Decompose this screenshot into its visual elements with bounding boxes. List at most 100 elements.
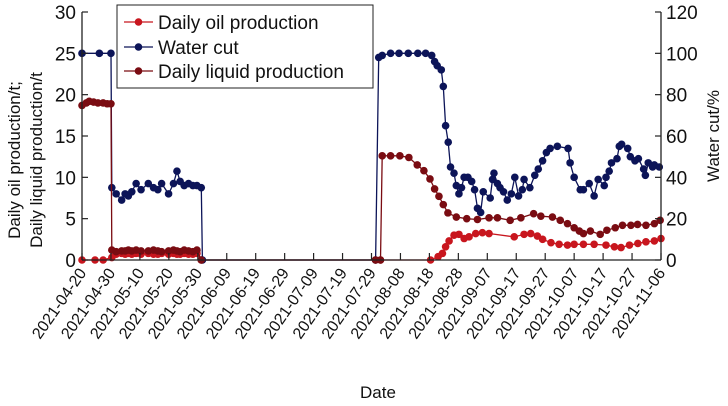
data-point (603, 226, 611, 235)
data-point (455, 230, 463, 239)
data-point (137, 185, 145, 194)
data-point (439, 200, 448, 209)
data-point (395, 49, 403, 58)
legend-swatch-marker (134, 67, 143, 75)
right-y-tick-label: 120 (666, 3, 698, 24)
data-point (444, 209, 452, 217)
data-point (570, 173, 578, 182)
data-point (641, 171, 650, 180)
left-y-axis-title-line1: Daily oil production/t; (5, 81, 24, 239)
data-point (490, 169, 498, 177)
data-point (455, 190, 463, 198)
legend-label: Daily liquid production (158, 62, 344, 83)
data-point (132, 179, 140, 188)
data-point (112, 190, 120, 198)
data-point (517, 214, 525, 222)
data-point (386, 152, 395, 160)
legend-item: Daily liquid production (124, 62, 344, 83)
data-point (164, 190, 173, 198)
data-point (378, 51, 387, 60)
legend-item: Water cut (124, 38, 239, 59)
data-point (586, 227, 595, 235)
data-point (427, 51, 436, 60)
data-point (546, 144, 554, 153)
data-point (413, 161, 422, 169)
data-point (471, 229, 480, 238)
data-point (514, 192, 523, 200)
data-point (556, 216, 565, 225)
data-point (437, 66, 446, 74)
data-point (396, 152, 404, 160)
data-point (579, 185, 588, 194)
data-point (617, 140, 626, 149)
data-point (579, 240, 588, 249)
data-point (537, 212, 545, 220)
data-point (439, 82, 448, 91)
data-point (493, 214, 502, 222)
data-point (485, 229, 493, 238)
data-point (450, 169, 458, 177)
data-point (618, 221, 627, 230)
data-point (404, 49, 413, 58)
data-point (602, 173, 610, 182)
data-point (590, 240, 598, 249)
left-y-tick-label: 20 (55, 86, 76, 107)
legend-box (116, 4, 374, 89)
data-point (386, 49, 395, 58)
data-point (430, 185, 439, 193)
data-point (486, 194, 494, 202)
data-point (633, 220, 642, 229)
data-point (607, 159, 616, 167)
data-point (617, 243, 625, 252)
data-point (444, 138, 453, 146)
data-point (564, 144, 572, 153)
data-point (655, 163, 664, 171)
data-point (154, 185, 162, 194)
data-point (520, 230, 528, 239)
right-y-tick-label: 40 (666, 168, 687, 189)
left-y-tick-label: 15 (55, 127, 76, 148)
left-y-tick-label: 25 (55, 44, 76, 65)
data-point (478, 228, 487, 237)
right-y-tick-label: 20 (666, 210, 687, 231)
data-point (157, 247, 166, 256)
right-y-tick-label: 0 (666, 251, 677, 272)
data-point (585, 179, 594, 188)
right-y-tick-label: 100 (666, 44, 698, 65)
left-y-tick-label: 5 (65, 210, 76, 231)
data-point (642, 221, 650, 230)
data-point (197, 183, 206, 192)
data-point (503, 196, 512, 204)
data-point (506, 216, 514, 225)
data-point (117, 196, 126, 204)
data-point (642, 238, 650, 246)
data-point (563, 241, 572, 249)
data-point (566, 159, 574, 167)
right-y-tick-label: 60 (666, 127, 687, 148)
data-point (613, 154, 621, 163)
data-point (405, 153, 413, 162)
legend-swatch-marker (134, 18, 143, 26)
data-point (548, 213, 557, 221)
data-point (538, 235, 547, 244)
data-point (563, 219, 572, 228)
x-axis-title: Date (360, 383, 396, 402)
data-point (127, 188, 136, 196)
series-daily-liquid-production (78, 97, 664, 264)
data-point (510, 233, 519, 241)
left-y-axis-title-line2: Daily liquid production/t (27, 72, 46, 248)
data-point (95, 49, 104, 58)
left-y-tick-label: 30 (55, 3, 76, 24)
data-point (634, 154, 643, 163)
data-point (511, 173, 519, 182)
legend-item: Daily oil production (124, 13, 319, 34)
data-point (534, 165, 543, 173)
data-point (596, 230, 605, 239)
data-point (594, 175, 602, 184)
data-point (602, 241, 610, 249)
data-point (94, 99, 102, 107)
data-point (435, 192, 443, 201)
data-point (656, 216, 664, 225)
data-point (579, 229, 588, 238)
